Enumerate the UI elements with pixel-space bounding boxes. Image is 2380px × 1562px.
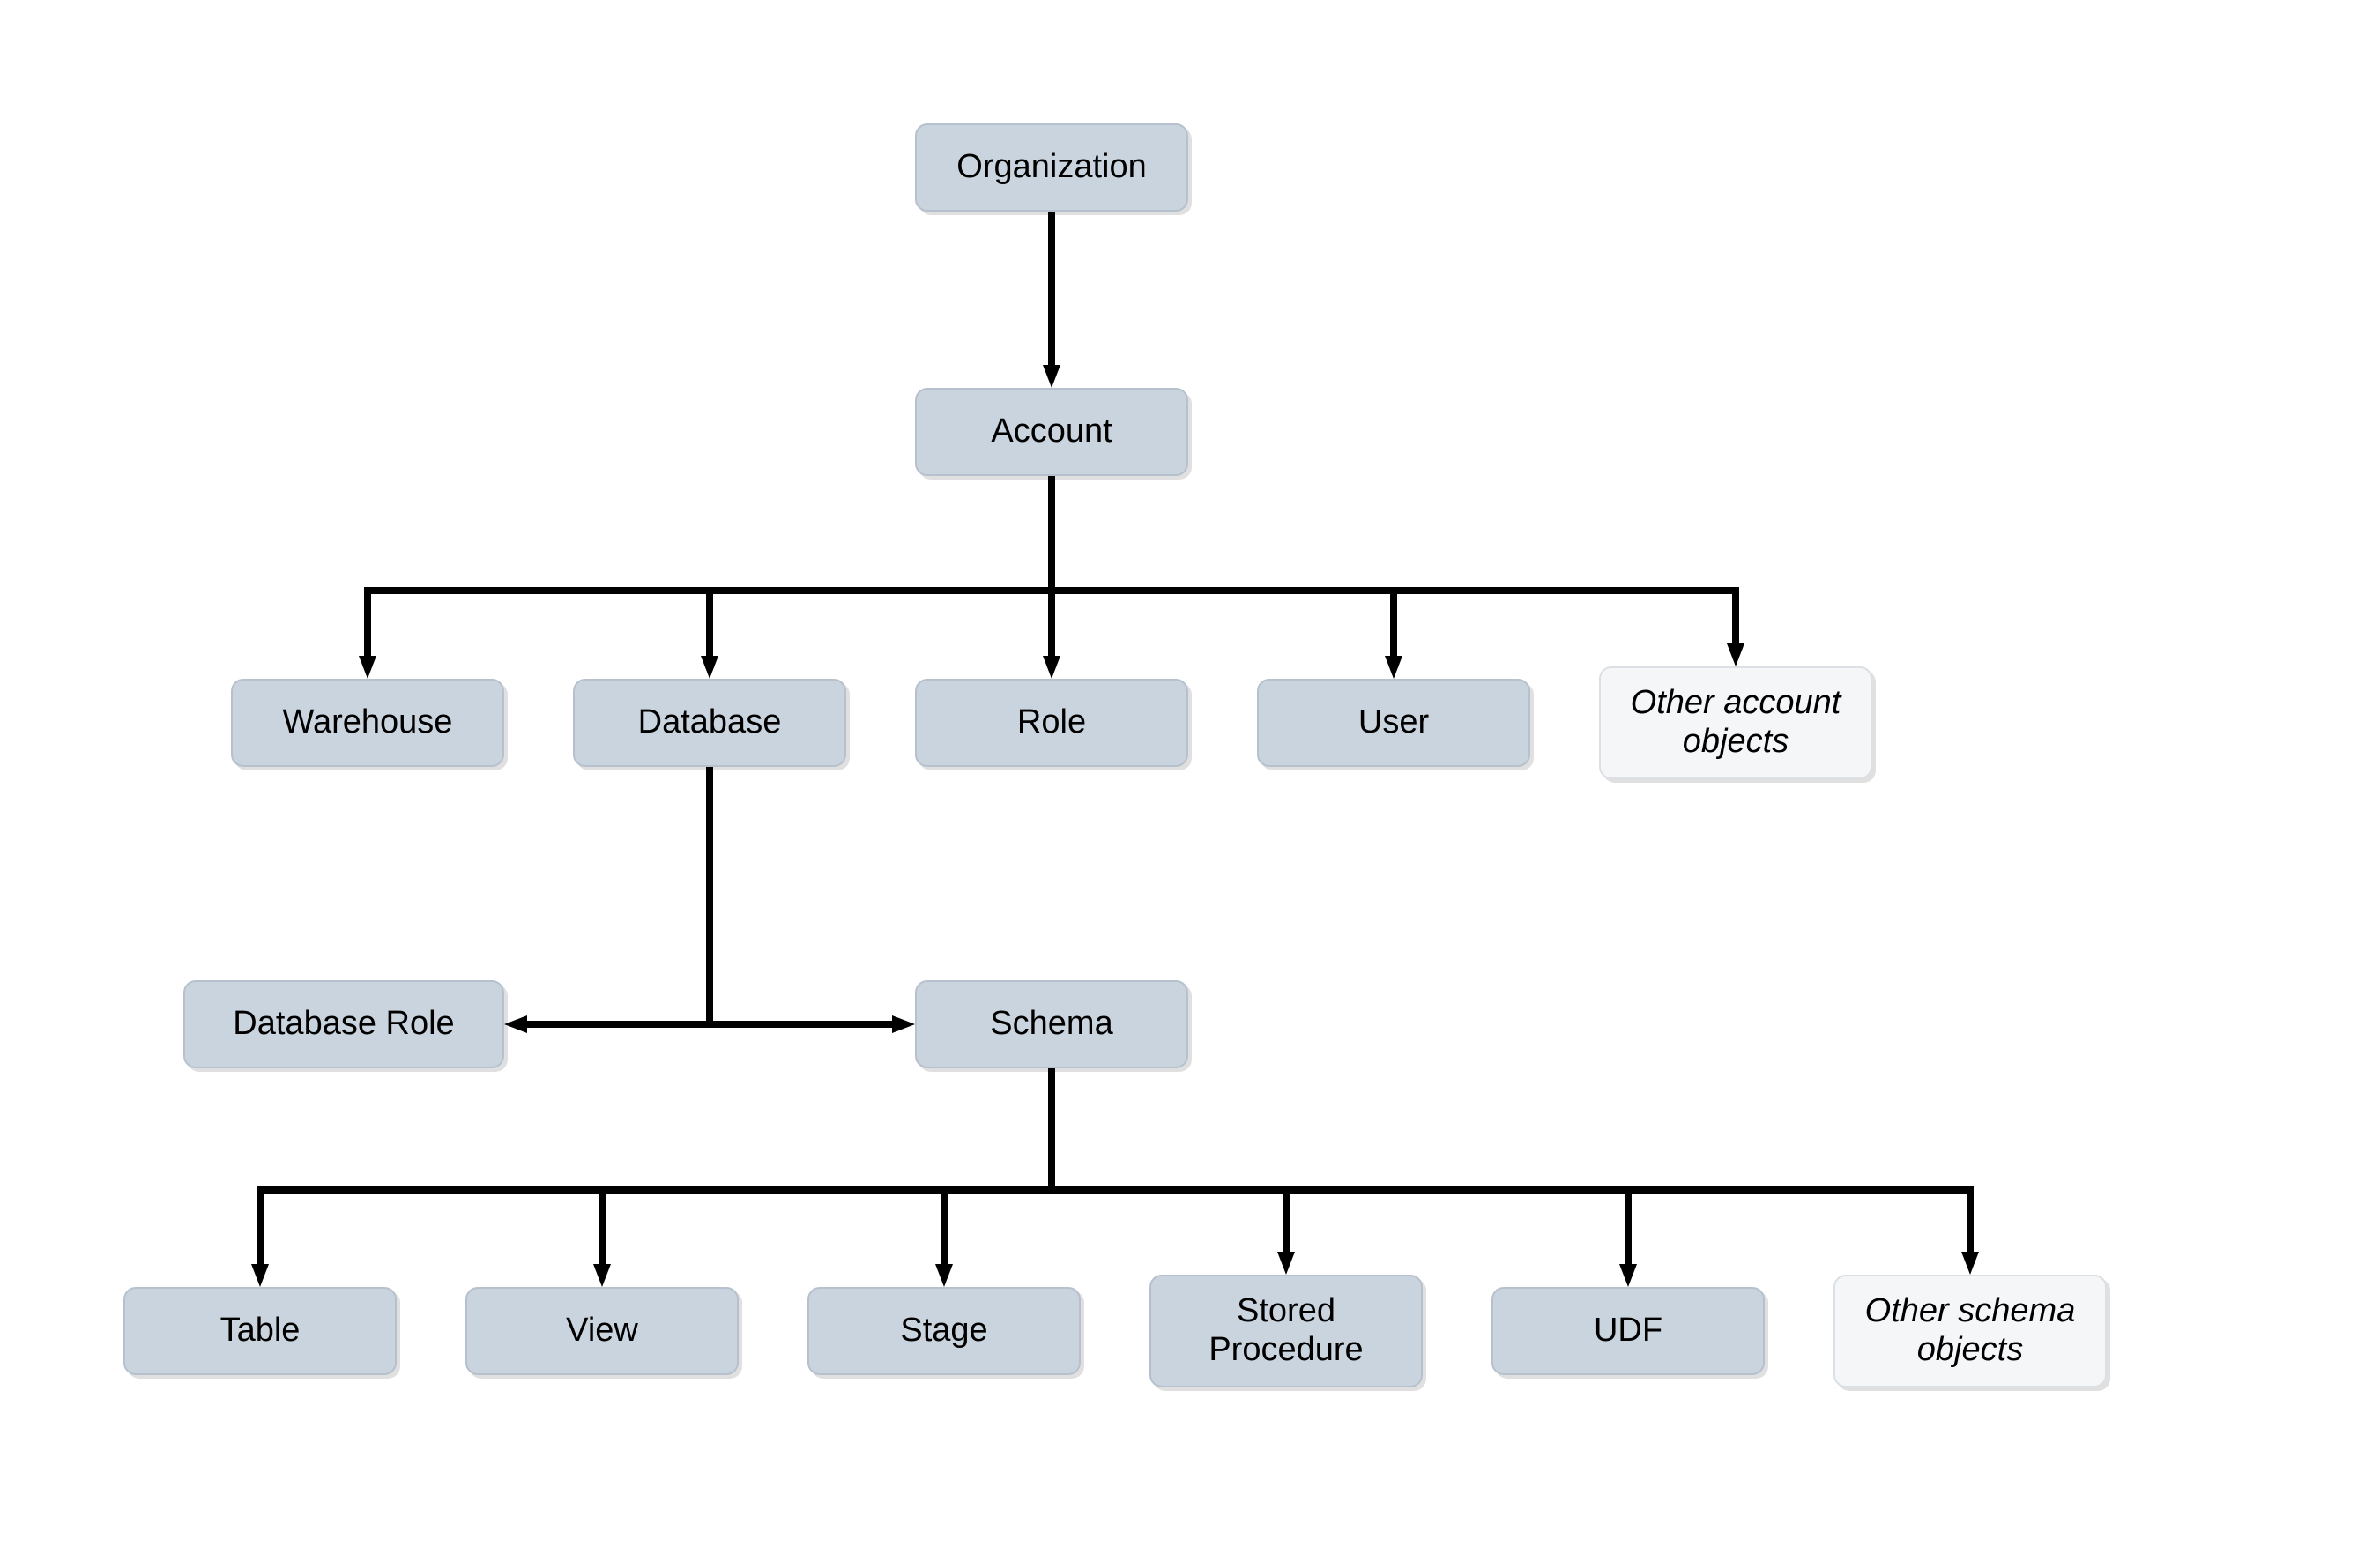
node-stage: Stage — [807, 1287, 1081, 1375]
node-label: User — [1358, 703, 1429, 742]
node-stored_procedure: Stored Procedure — [1149, 1275, 1423, 1387]
node-label: Database Role — [233, 1005, 454, 1044]
node-label: UDF — [1594, 1312, 1662, 1350]
diagram-canvas: Organization Account Warehouse Database Role… — [0, 0, 2380, 1562]
node-label: Other account objects — [1611, 684, 1860, 761]
node-label: Role — [1017, 703, 1086, 742]
node-other_account: Other account objects — [1599, 666, 1872, 779]
node-label: Stage — [900, 1312, 987, 1350]
node-label: Stored Procedure — [1162, 1292, 1410, 1369]
node-database: Database — [573, 679, 846, 767]
node-view: View — [465, 1287, 739, 1375]
node-label: Database — [638, 703, 782, 742]
node-label: Organization — [956, 148, 1146, 187]
node-role: Role — [915, 679, 1188, 767]
node-organization: Organization — [915, 123, 1188, 212]
node-other_schema: Other schema objects — [1833, 1275, 2107, 1387]
node-label: Schema — [990, 1005, 1112, 1044]
node-udf: UDF — [1491, 1287, 1765, 1375]
node-table: Table — [123, 1287, 397, 1375]
node-label: Table — [220, 1312, 301, 1350]
node-warehouse: Warehouse — [231, 679, 504, 767]
node-schema: Schema — [915, 980, 1188, 1068]
node-label: View — [566, 1312, 638, 1350]
node-label: Warehouse — [283, 703, 453, 742]
node-user: User — [1257, 679, 1530, 767]
node-label: Other schema objects — [1846, 1292, 2094, 1369]
node-label: Account — [991, 413, 1112, 451]
node-database_role: Database Role — [183, 980, 504, 1068]
node-account: Account — [915, 388, 1188, 476]
